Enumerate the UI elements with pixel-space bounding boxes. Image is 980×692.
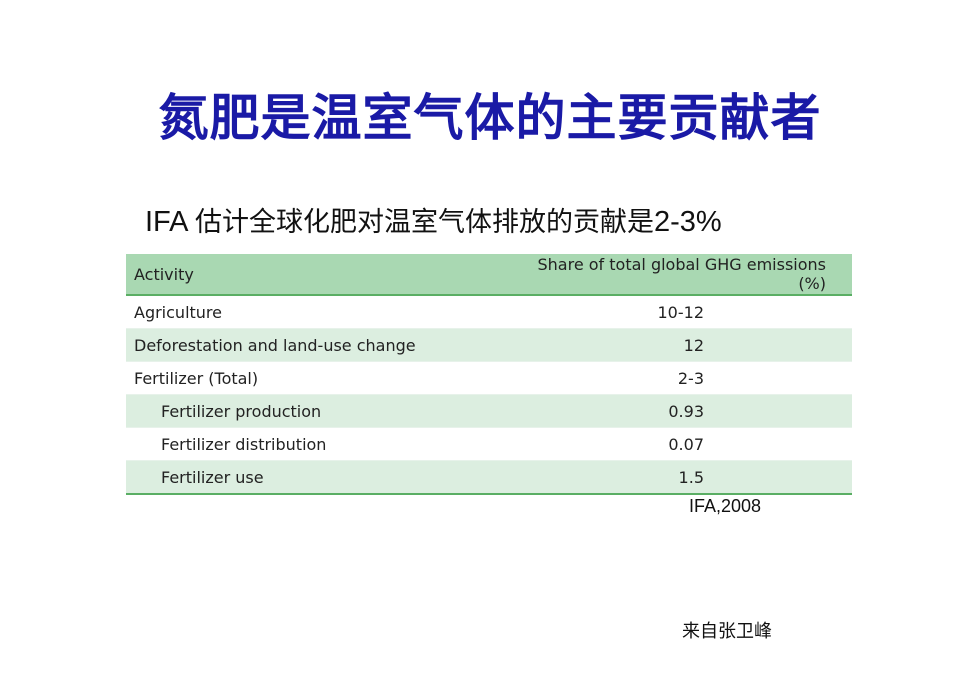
row-activity: Agriculture	[126, 295, 511, 329]
row-share: 0.93	[511, 394, 852, 428]
subtitle-suffix: 2-3%	[653, 206, 722, 238]
table-row: Fertilizer (Total) 2-3	[126, 361, 852, 395]
table-row: Deforestation and land-use change 12	[126, 328, 852, 362]
row-activity: Fertilizer use	[126, 460, 511, 495]
row-share: 2-3	[511, 361, 852, 395]
row-share: 1.5	[511, 460, 852, 495]
subtitle-prefix: IFA	[145, 206, 195, 238]
source-citation: IFA,2008	[689, 496, 762, 516]
slide-subtitle: IFA 估计全球化肥对温室气体排放的贡献是2-3%	[145, 200, 722, 239]
table-row: Fertilizer distribution 0.07	[126, 427, 852, 461]
header-activity: Activity	[126, 254, 511, 296]
table-header-row: Activity Share of total global GHG emiss…	[126, 254, 852, 296]
row-share: 12	[511, 328, 852, 362]
header-share: Share of total global GHG emissions (%)	[511, 254, 852, 296]
table-row: Fertilizer production 0.93	[126, 394, 852, 428]
row-activity: Fertilizer (Total)	[126, 361, 511, 395]
row-share: 0.07	[511, 427, 852, 461]
slide-credit: 来自张卫峰	[682, 621, 772, 642]
row-share: 10-12	[511, 295, 852, 329]
emissions-table: Activity Share of total global GHG emiss…	[126, 254, 852, 495]
table-row: Agriculture 10-12	[126, 295, 852, 329]
table-row: Fertilizer use 1.5	[126, 460, 852, 495]
row-activity: Fertilizer production	[126, 394, 511, 428]
slide-title: 氮肥是温室气体的主要贡献者	[158, 89, 822, 147]
row-activity: Deforestation and land-use change	[126, 328, 511, 362]
row-activity: Fertilizer distribution	[126, 427, 511, 461]
subtitle-middle: 估计全球化肥对温室气体排放的贡献是	[194, 207, 654, 238]
